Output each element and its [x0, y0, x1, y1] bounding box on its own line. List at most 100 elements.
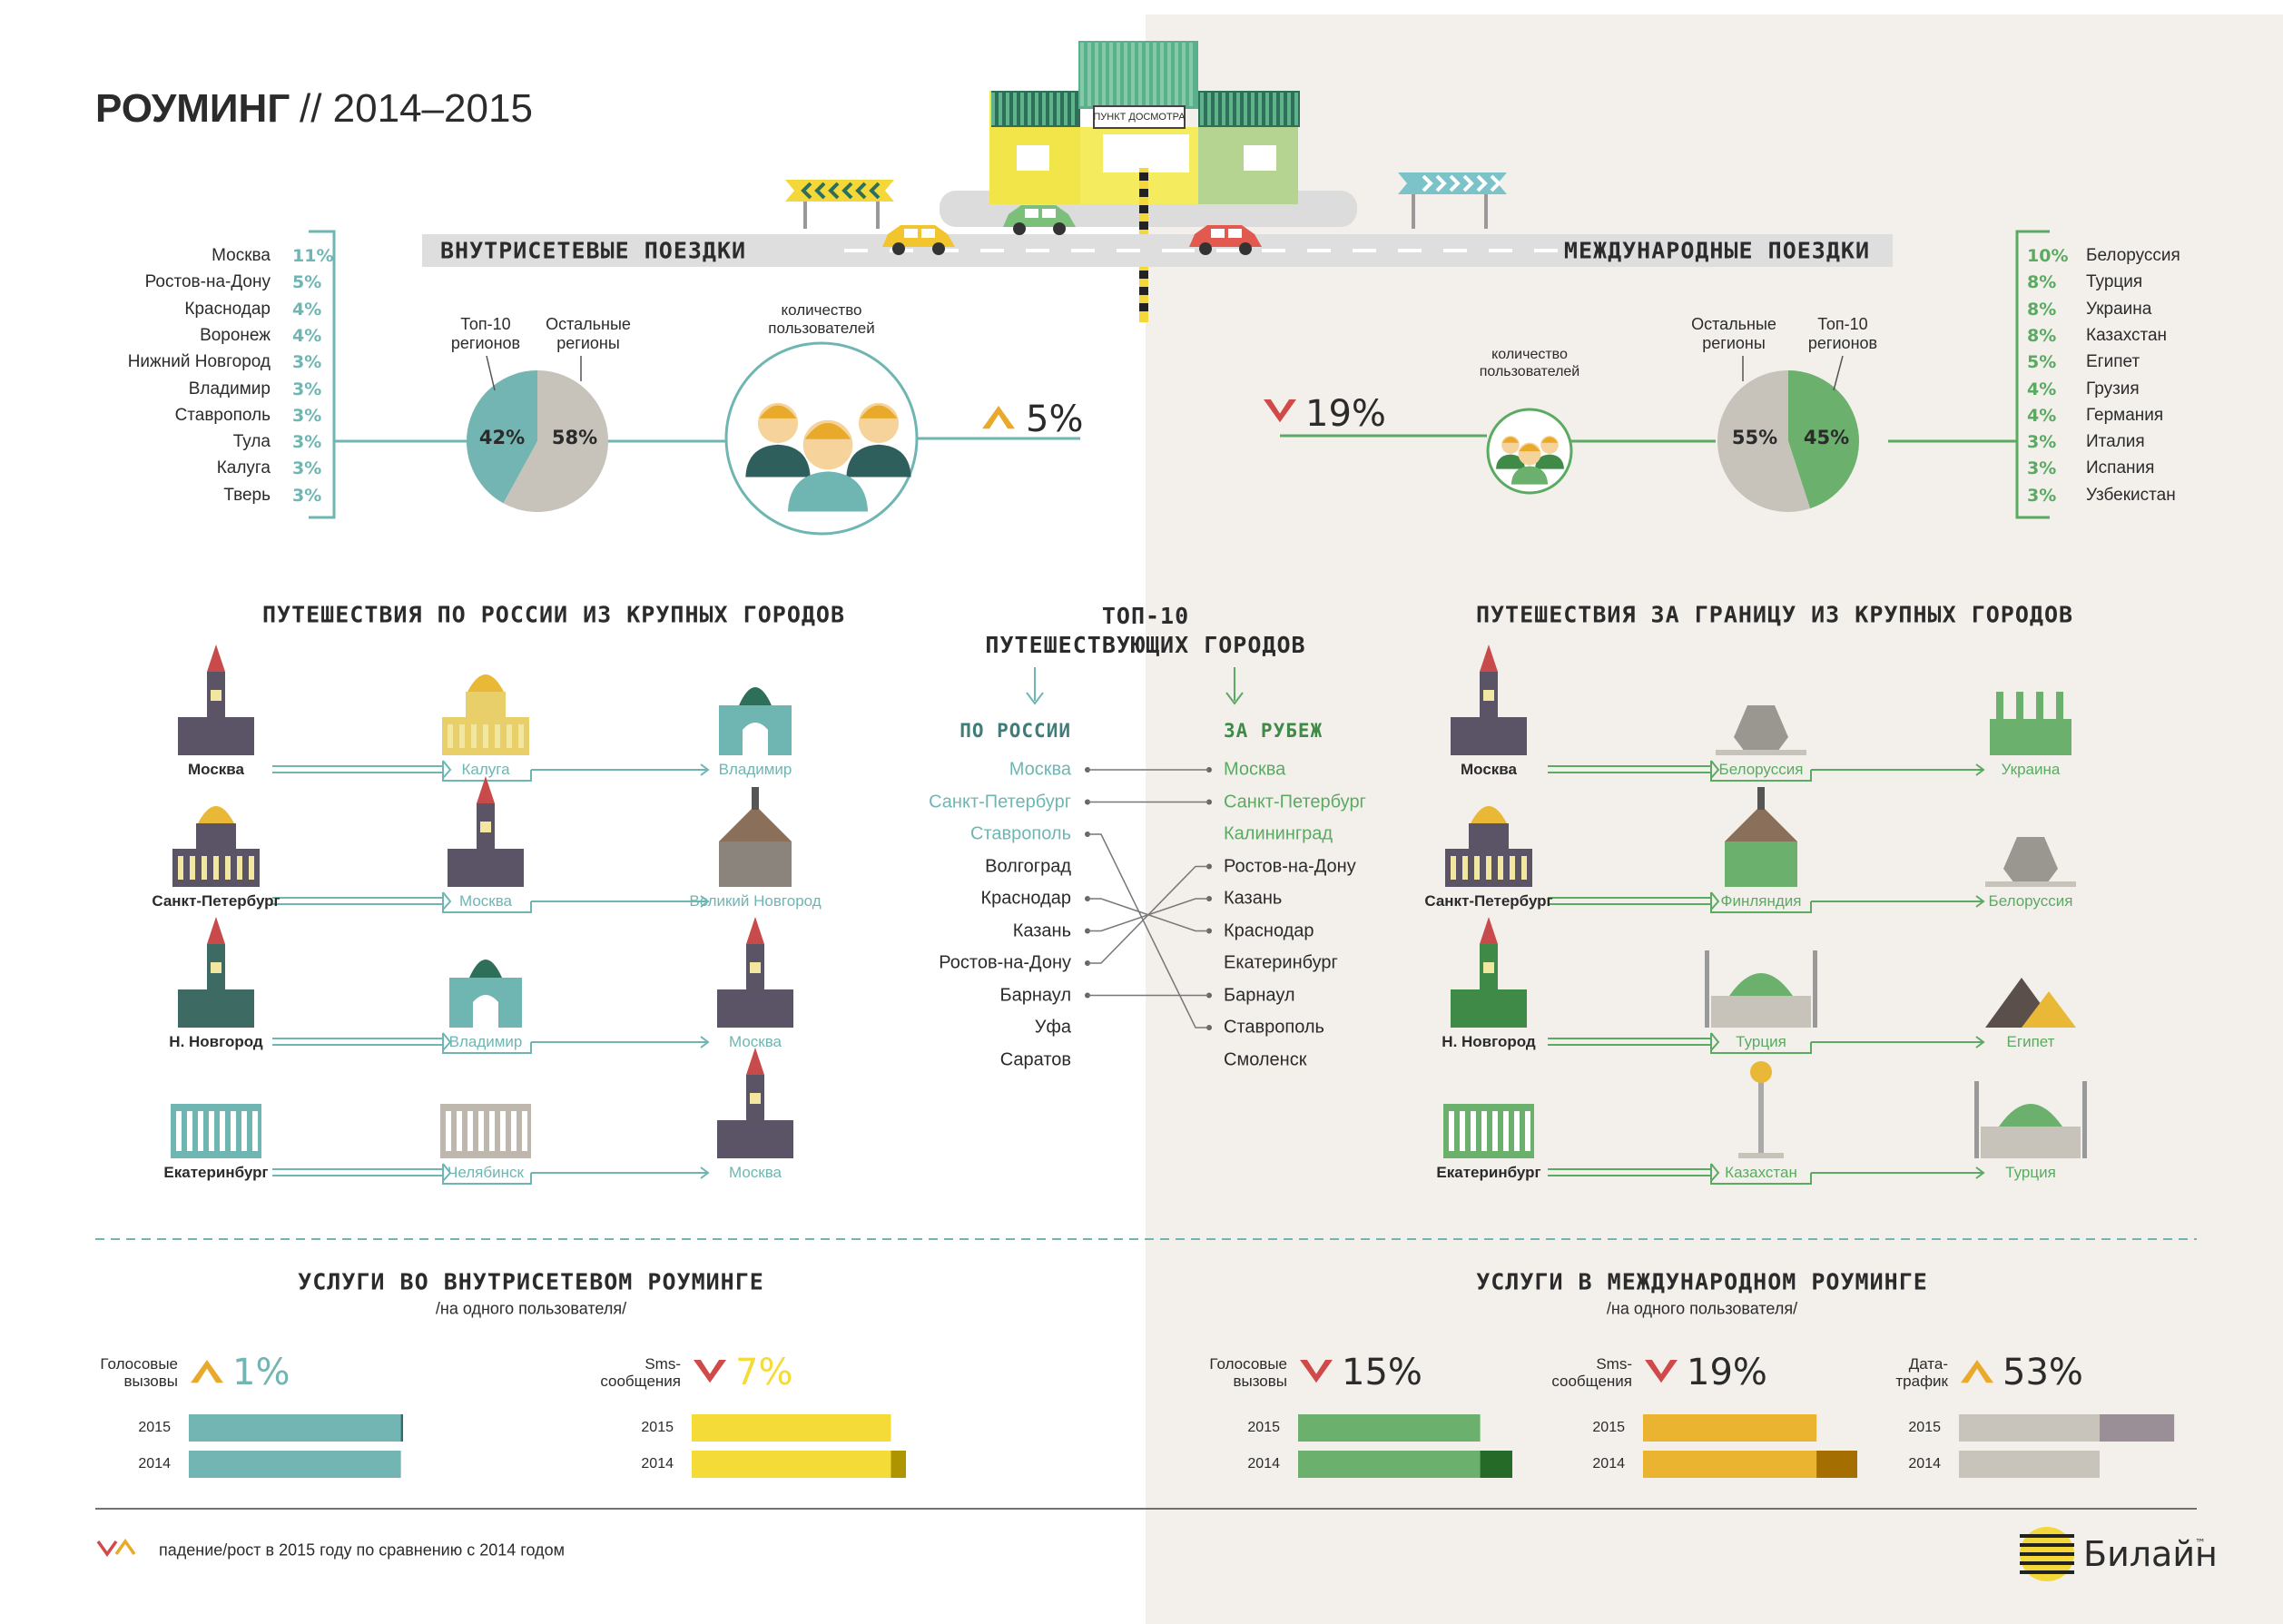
intl-pie-other-label: Остальные регионы: [1691, 315, 1776, 352]
top10-abroad-city: Краснодар: [1224, 920, 1314, 940]
landmark-ab-2-from: [1451, 989, 1527, 1028]
travel-abroad-to2: Турция: [2005, 1164, 2056, 1181]
domestic-users-label: количество пользователей: [768, 301, 875, 337]
landmark-ab-0-from: [1451, 717, 1527, 755]
roof-stripe: [1160, 43, 1164, 106]
country-pct: 3%: [2027, 458, 2057, 479]
landmark-ab-1-from: [1471, 806, 1507, 823]
brand-name: Билайн: [2083, 1534, 2218, 1574]
roof-stripe: [1229, 93, 1233, 125]
top10-russia-city: Саратов: [999, 1049, 1071, 1069]
region-name: Тула: [232, 432, 271, 452]
sign-chevron: [1435, 174, 1447, 192]
intl-bar-2015: [1298, 1414, 1481, 1442]
landmark-0-to1: [471, 724, 477, 748]
landmark-3-to1: [478, 1111, 484, 1151]
landmark-2-to2: [717, 989, 793, 1028]
domestic-pie-other-value: 58%: [551, 427, 598, 448]
sign-chevron: [1449, 174, 1461, 192]
roof-stripe: [1020, 93, 1024, 125]
landmark-ab-3-to1: [1758, 1072, 1764, 1158]
intl-pie-top10: [1788, 370, 1860, 509]
page-title: РОУМИНГ: [95, 86, 290, 131]
landmark-3-from: [252, 1111, 258, 1151]
landmark-ab-1-to1: [1725, 805, 1797, 842]
landmark-ab-2-to1: [1729, 973, 1793, 996]
landmark-ab-3-to1: [1738, 1153, 1784, 1158]
top10-abroad-city: Москва: [1224, 759, 1286, 780]
domestic-bar-2015-diff: [400, 1414, 403, 1442]
top10-abroad-city: Казань: [1224, 888, 1283, 909]
roof-stripe: [1207, 93, 1211, 125]
car-wheel: [1053, 222, 1066, 235]
landmark-0-to2: [743, 723, 768, 755]
year-2015-label: 2015: [138, 1420, 171, 1435]
domestic-bar-2014: [189, 1451, 401, 1478]
landmark-ab-3-to2: [1981, 1127, 2081, 1158]
person-body: [1511, 466, 1549, 485]
country-pct: 3%: [2027, 485, 2057, 506]
sign-chevron: [828, 182, 840, 200]
landmark-1-from: [202, 856, 207, 880]
landmark-3-to1: [511, 1111, 517, 1151]
year-2015-label: 2015: [1908, 1420, 1941, 1435]
sign-chevron: [855, 182, 867, 200]
road-marking: [1353, 249, 1376, 252]
intl-pie-top10-value: 45%: [1803, 427, 1850, 448]
year-2014-label: 2014: [1247, 1456, 1280, 1471]
year-2014-label: 2014: [1592, 1456, 1625, 1471]
landmark-ab-2-to1: [1711, 996, 1811, 1028]
roof-stripe: [1189, 43, 1193, 106]
landmark-0-to1: [518, 724, 524, 748]
landmark-3-from: [187, 1111, 192, 1151]
top10-russia-city: Москва: [1009, 759, 1071, 780]
car-window: [1211, 229, 1225, 238]
brand-tm: ™: [2195, 1537, 2206, 1550]
brand-logo-stripe: [2020, 1570, 2074, 1574]
roof-stripe: [1294, 93, 1298, 125]
travel-abroad-from: Н. Новгород: [1442, 1033, 1536, 1050]
person-hair: [1540, 437, 1559, 443]
roof-stripe: [1057, 93, 1060, 125]
car-wheel: [1013, 222, 1026, 235]
sign-post: [876, 202, 880, 229]
landmark-2-to1: [473, 995, 498, 1028]
travel-russia-to2: Москва: [728, 1033, 782, 1050]
region-pct: 3%: [292, 405, 322, 426]
intl-pie-other-value: 55%: [1731, 427, 1778, 448]
window: [1017, 145, 1049, 171]
roof-stripe: [1258, 93, 1262, 125]
road-marking: [1307, 249, 1331, 252]
country-bracket: [2015, 230, 2050, 519]
region-bracket: [309, 230, 336, 519]
sign-chevron: [841, 182, 853, 200]
year-2015-label: 2015: [1247, 1420, 1280, 1435]
barrier-stripe: [1139, 172, 1148, 181]
landmark-ab-0-to2: [2056, 692, 2063, 719]
road-marking: [844, 249, 868, 252]
services-intl-title: УСЛУГИ В МЕЖДУНАРОДНОМ РОУМИНГЕ: [1476, 1268, 1928, 1295]
roof-stripe: [1138, 43, 1142, 106]
road-marking: [1071, 249, 1095, 252]
landmark-ab-3-from: [1460, 1111, 1465, 1151]
person-body: [846, 444, 911, 477]
top10-russia-city: Уфа: [1034, 1017, 1071, 1038]
travel-russia-to1: Калуга: [461, 761, 510, 778]
country-name: Украина: [2086, 299, 2152, 319]
legend-up-icon: [114, 1538, 136, 1556]
landmark-0-to1: [495, 724, 500, 748]
roof-stripe: [1028, 93, 1031, 125]
road-marking: [1117, 249, 1140, 252]
top10-col-abroad: ЗА РУБЕЖ: [1224, 720, 1324, 742]
roof-stripe: [1109, 43, 1113, 106]
travel-abroad-from: Москва: [1461, 761, 1517, 778]
landmark-0-to2: [739, 687, 772, 705]
top10-col-russia: ПО РОССИИ: [959, 720, 1071, 742]
checkpoint-sign: ПУНКТ ДОСМОТРА: [1093, 112, 1186, 123]
car-green: [1003, 205, 1076, 227]
roof-stripe: [1265, 93, 1269, 125]
landmark-1-from: [198, 806, 234, 823]
travel-russia-to1: Москва: [458, 892, 513, 910]
landmark-0-to1: [483, 724, 488, 748]
country-pct: 8%: [2027, 299, 2057, 320]
